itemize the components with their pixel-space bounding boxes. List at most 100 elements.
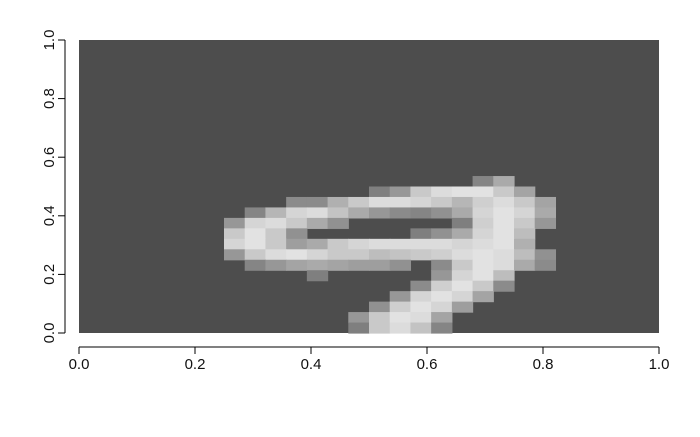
heatmap-cell xyxy=(389,312,412,324)
heatmap-cell xyxy=(224,238,246,250)
heatmap-cell xyxy=(348,259,370,271)
heatmap-cell xyxy=(286,196,308,209)
heatmap-cell xyxy=(286,249,308,261)
heatmap-cell xyxy=(534,249,557,261)
heatmap-cell xyxy=(451,207,474,219)
heatmap-cell xyxy=(389,207,412,219)
heatmap-cell xyxy=(514,186,536,198)
x-tick-label: 0.4 xyxy=(301,356,322,373)
heatmap-cell xyxy=(431,270,453,282)
y-tick-label: 0.8 xyxy=(41,88,58,109)
heatmap-cell xyxy=(348,196,370,209)
heatmap-cell xyxy=(327,249,349,261)
heatmap-cell xyxy=(493,207,515,219)
heatmap-cell xyxy=(389,238,412,250)
heatmap-cell xyxy=(493,176,515,188)
y-tick-label: 0.6 xyxy=(41,147,58,168)
heatmap-cell xyxy=(472,217,494,229)
heatmap-cell xyxy=(472,249,494,261)
heatmap-cell xyxy=(389,186,412,198)
heatmap-cell xyxy=(451,186,474,198)
x-tick-label: 0.8 xyxy=(533,356,554,373)
heatmap-cell xyxy=(431,312,453,324)
heatmap-cell xyxy=(472,196,494,209)
heatmap-cell xyxy=(472,186,494,198)
x-tick-label: 0.0 xyxy=(69,356,90,373)
heatmap-cell xyxy=(431,249,453,261)
heatmap-cell xyxy=(244,238,267,250)
heatmap-cell xyxy=(431,238,453,250)
heatmap-cell xyxy=(348,249,370,261)
heatmap-cell xyxy=(493,186,515,198)
heatmap-cell xyxy=(514,228,536,240)
heatmap-cell xyxy=(431,196,453,209)
heatmap-cell xyxy=(286,228,308,240)
heatmap-cell xyxy=(451,301,474,313)
heatmap-cell xyxy=(389,196,412,209)
heatmap-cell xyxy=(389,291,412,303)
heatmap-cell xyxy=(369,186,391,198)
heatmap-cell xyxy=(451,291,474,303)
heatmap-cell xyxy=(265,249,287,261)
heatmap-cell xyxy=(327,207,349,219)
heatmap-cell xyxy=(431,301,453,313)
heatmap-cell xyxy=(369,238,391,250)
heatmap-cell xyxy=(389,301,412,313)
heatmap-cell xyxy=(514,238,536,250)
heatmap-cell xyxy=(369,301,391,313)
heatmap-cell xyxy=(514,249,536,261)
heatmap-cell xyxy=(431,291,453,303)
heatmap-cell xyxy=(265,259,287,271)
heatmap-cell xyxy=(265,207,287,219)
x-tick-label: 0.6 xyxy=(417,356,438,373)
heatmap-cell xyxy=(514,259,536,271)
heatmap-cell xyxy=(451,280,474,292)
heatmap-cell xyxy=(369,207,391,219)
heatmap-cell xyxy=(244,217,267,229)
heatmap-cell xyxy=(431,207,453,219)
heatmap-cell xyxy=(306,196,329,209)
heatmap-cell xyxy=(306,259,329,271)
heatmap-cell xyxy=(410,238,432,250)
heatmap-cell xyxy=(410,280,432,292)
heatmap-cell xyxy=(327,238,349,250)
heatmap-cell xyxy=(306,207,329,219)
heatmap-cell xyxy=(306,249,329,261)
heatmap-cell xyxy=(224,228,246,240)
heatmap-cell xyxy=(451,249,474,261)
heatmap-cell xyxy=(306,270,329,282)
heatmap-cell xyxy=(410,322,432,334)
heatmap-cell xyxy=(348,312,370,324)
heatmap-cell xyxy=(493,270,515,282)
y-tick-label: 1.0 xyxy=(41,30,58,51)
heatmap-cell xyxy=(410,196,432,209)
heatmap-cell xyxy=(514,217,536,229)
y-tick-label: 0.4 xyxy=(41,205,58,226)
heatmap-cell xyxy=(244,207,267,219)
heatmap-cell xyxy=(534,259,557,271)
heatmap-cell xyxy=(451,259,474,271)
heatmap-cell xyxy=(369,259,391,271)
heatmap-cell xyxy=(451,228,474,240)
heatmap-cell xyxy=(534,217,557,229)
heatmap-cell xyxy=(327,259,349,271)
heatmap-cell xyxy=(369,196,391,209)
heatmap-cell xyxy=(410,301,432,313)
heatmap-cell xyxy=(327,196,349,209)
heatmap-cell xyxy=(244,259,267,271)
heatmap-cell xyxy=(431,228,453,240)
heatmap-cell xyxy=(431,186,453,198)
heatmap-cell xyxy=(472,270,494,282)
heatmap-cell xyxy=(472,280,494,292)
heatmap-cell xyxy=(493,196,515,209)
heatmap-cell xyxy=(410,312,432,324)
heatmap-cell xyxy=(410,291,432,303)
heatmap-cell xyxy=(389,259,412,271)
heatmap-cell xyxy=(348,207,370,219)
heatmap-cell xyxy=(431,259,453,271)
heatmap-cell xyxy=(286,217,308,229)
heatmap-cell xyxy=(348,238,370,250)
heatmap-cell xyxy=(493,228,515,240)
heatmap-cell xyxy=(389,322,412,334)
